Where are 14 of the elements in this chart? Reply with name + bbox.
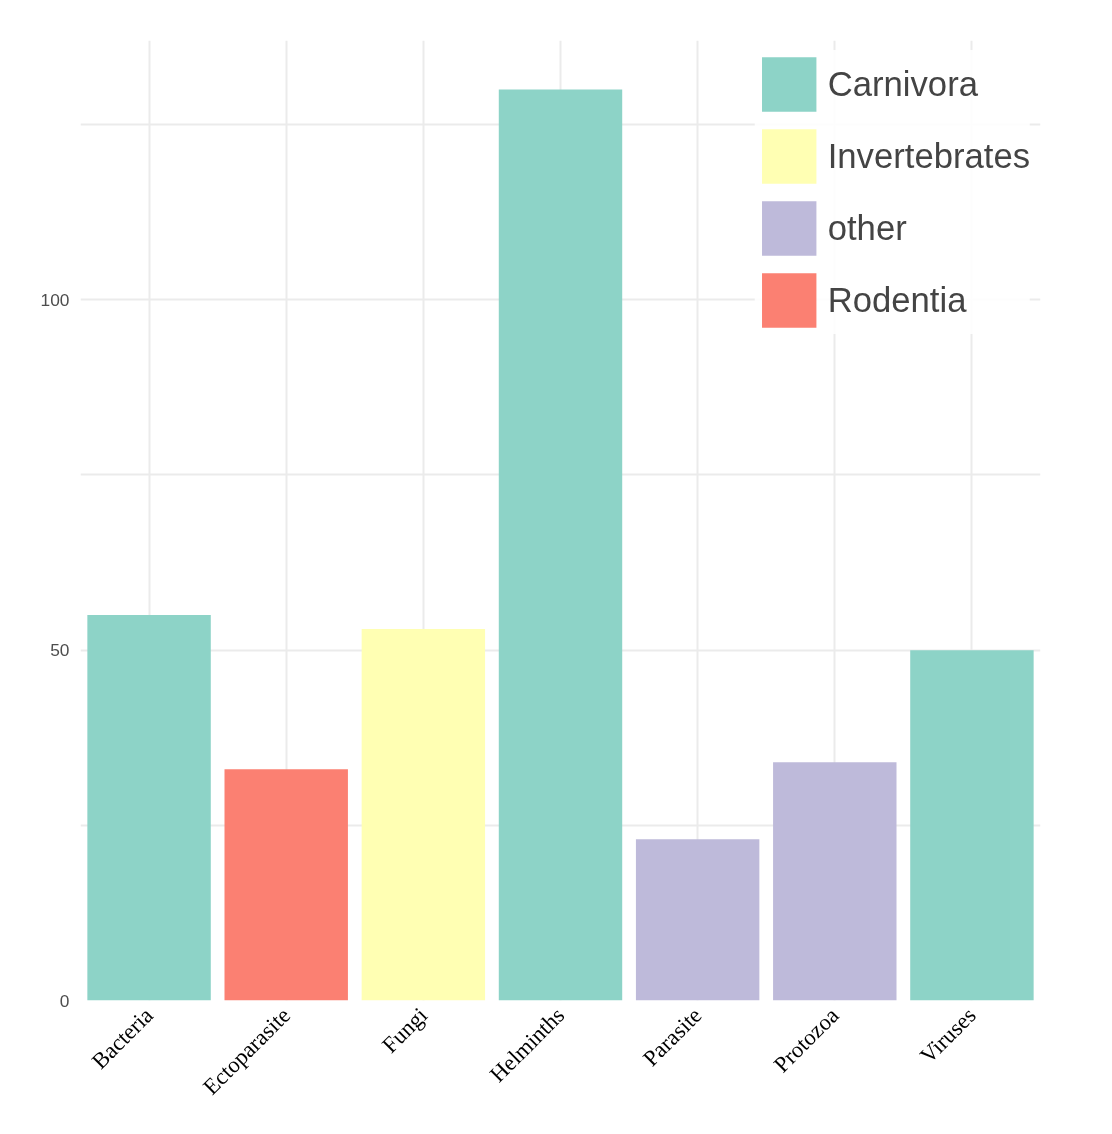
legend-label: Invertebrates — [827, 136, 1030, 176]
bar — [498, 89, 623, 1001]
bar — [773, 762, 897, 1001]
legend-label: other — [827, 208, 907, 248]
y-tick-label: 100 — [40, 289, 70, 310]
bar — [224, 769, 348, 1001]
y-tick-label: 0 — [59, 990, 70, 1011]
legend-label: Carnivora — [827, 64, 978, 104]
bar — [87, 615, 211, 1001]
bar — [910, 650, 1034, 1001]
bar — [361, 629, 486, 1001]
y-tick-label: 50 — [50, 640, 70, 661]
bar — [635, 839, 760, 1001]
legend-label: Rodentia — [827, 280, 967, 320]
